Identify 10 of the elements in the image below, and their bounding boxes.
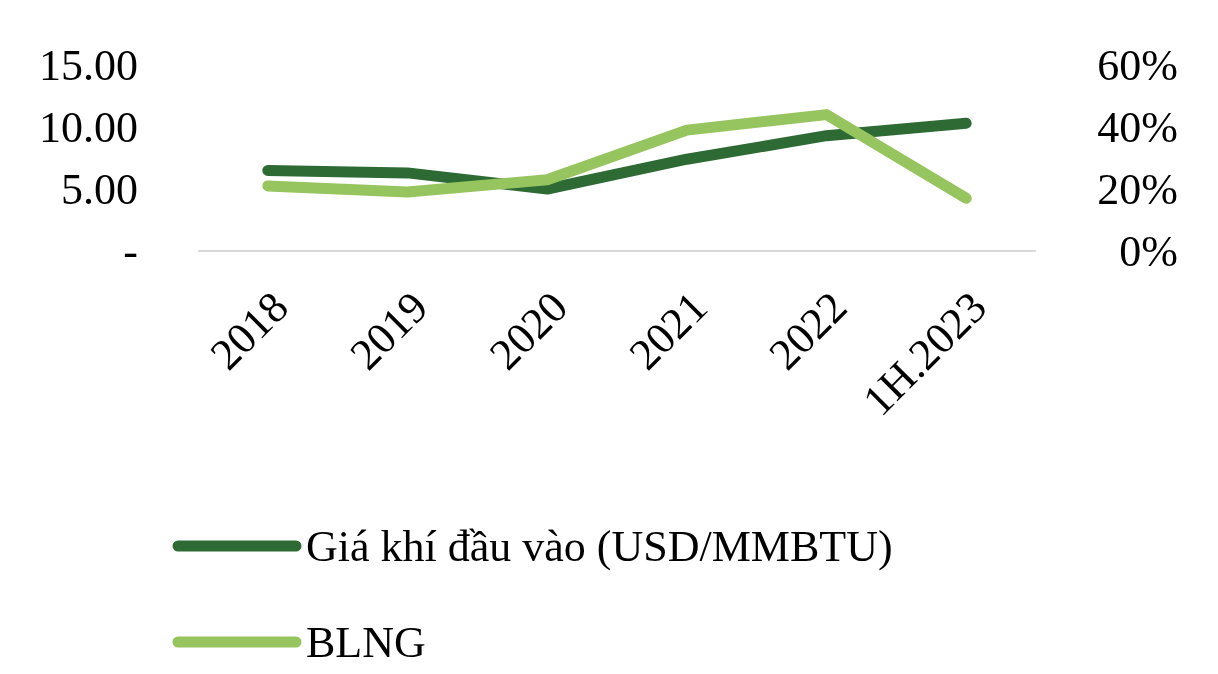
y2-tick-label: 0% [1119, 227, 1178, 277]
y2-tick-label: 40% [1097, 103, 1178, 153]
y2-tick-label: 20% [1097, 165, 1178, 215]
legend-label: BLNG [306, 618, 426, 668]
y-tick-label: 5.00 [61, 165, 138, 215]
y-tick-label: 15.00 [39, 41, 138, 91]
y2-tick-label: 60% [1097, 41, 1178, 91]
y-tick-label: - [123, 227, 138, 277]
legend-label: Giá khí đầu vào (USD/MMBTU) [306, 522, 893, 572]
y-tick-label: 10.00 [39, 103, 138, 153]
